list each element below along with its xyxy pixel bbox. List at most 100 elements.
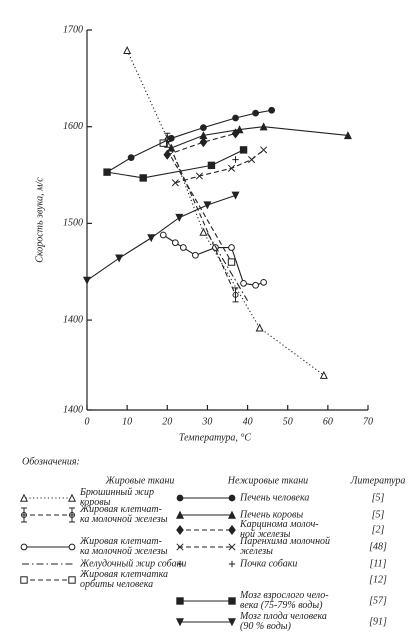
marker <box>252 109 259 117</box>
y-tick-label: 1500 <box>63 218 83 229</box>
marker <box>175 510 185 519</box>
marker <box>123 45 132 55</box>
legend-label: Жировая клетчат-ка молочной железы <box>79 504 168 525</box>
legend-label: Брюшинный жир коровы <box>79 487 154 508</box>
marker <box>228 543 236 551</box>
series-line <box>86 194 236 281</box>
marker <box>232 156 239 163</box>
marker <box>319 370 328 379</box>
y-tick-label: 1400 <box>63 404 83 415</box>
marker <box>235 125 244 134</box>
legend-label: Паренхима молочной железы <box>239 536 330 557</box>
series-line <box>167 132 236 156</box>
marker <box>176 494 184 502</box>
marker <box>227 510 237 519</box>
marker <box>68 543 76 551</box>
x-tick-label: 50 <box>283 416 293 427</box>
series-line <box>206 232 249 302</box>
y-tick-label: 1600 <box>63 121 83 132</box>
legend-label: Почка собаки <box>239 558 297 569</box>
marker <box>171 239 179 247</box>
legend-label: Мозг взрослого чело-века (75-79% воды) <box>239 590 329 611</box>
marker <box>227 164 236 172</box>
legend-label: Печень коровы <box>239 509 303 520</box>
legend-label: Желудочный жир собаки <box>79 558 186 569</box>
marker <box>192 251 199 259</box>
y-tick-label: 1700 <box>63 24 83 35</box>
marker <box>228 597 236 605</box>
marker <box>82 276 92 285</box>
marker <box>199 137 208 148</box>
marker <box>69 507 76 523</box>
x-tick-label: 20 <box>162 416 172 427</box>
marker <box>232 114 239 122</box>
marker <box>227 618 237 627</box>
x-axis-label: Температура, °С <box>179 432 251 443</box>
marker <box>127 154 135 162</box>
marker <box>19 493 29 502</box>
legend-label: Карцинома молоч-ной железы <box>239 519 319 540</box>
legend-header: Литература <box>350 475 406 486</box>
marker <box>68 576 76 584</box>
marker <box>175 213 184 222</box>
legend-label: Мозг плода человека (90 % воды) <box>239 611 327 632</box>
x-tick-label: 40 <box>243 416 253 427</box>
marker <box>255 323 264 332</box>
reference: [5] <box>372 492 385 503</box>
marker <box>240 279 247 287</box>
marker <box>179 244 187 251</box>
marker <box>167 143 176 152</box>
marker <box>260 146 268 154</box>
series-line <box>166 140 237 296</box>
y-tick-label: 1400 <box>63 314 83 325</box>
marker <box>252 281 259 289</box>
marker <box>195 172 203 180</box>
reference: [12] <box>369 574 387 585</box>
marker <box>228 524 236 536</box>
marker <box>20 576 28 584</box>
reference: [91] <box>369 616 387 627</box>
marker <box>228 494 236 502</box>
marker <box>103 168 111 176</box>
x-tick-label: 30 <box>201 416 212 427</box>
series-line <box>162 142 232 263</box>
marker <box>115 254 124 263</box>
x-tick-label: 10 <box>122 416 132 427</box>
marker <box>21 507 28 523</box>
marker <box>147 234 156 243</box>
marker <box>259 122 268 131</box>
marker <box>176 543 184 551</box>
marker <box>203 201 212 210</box>
series-line <box>126 50 325 376</box>
marker <box>20 543 28 551</box>
marker <box>231 128 240 139</box>
marker <box>176 524 184 536</box>
reference: [11] <box>369 558 386 569</box>
legend-header: Нежировые ткани <box>227 475 308 486</box>
legend-label: Жировая клетчатка орбиты человека <box>79 569 168 590</box>
marker <box>228 244 235 251</box>
marker <box>67 493 77 502</box>
x-tick-label: 0 <box>85 416 90 427</box>
reference: [57] <box>369 595 387 606</box>
marker <box>227 258 236 266</box>
marker <box>207 161 216 170</box>
marker <box>167 134 175 142</box>
legend-label: Жировая клетчат-ка молочной железы <box>79 536 168 557</box>
marker <box>139 174 147 182</box>
marker <box>200 124 207 132</box>
marker <box>268 106 276 114</box>
legend-header: Жировые ткани <box>105 475 175 486</box>
marker <box>239 146 248 154</box>
marker <box>260 278 268 286</box>
marker <box>171 179 179 187</box>
marker <box>176 597 184 605</box>
marker <box>343 131 352 140</box>
series-line <box>175 149 264 184</box>
marker <box>199 227 208 236</box>
marker <box>228 560 236 568</box>
marker <box>176 560 184 568</box>
x-tick-label: 70 <box>363 416 373 427</box>
reference: [2] <box>372 524 385 535</box>
